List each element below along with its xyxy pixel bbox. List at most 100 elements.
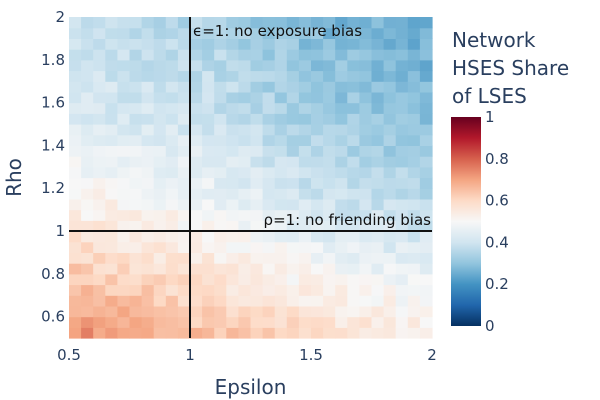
heatmap-cell [311, 220, 324, 232]
heatmap-cell [419, 220, 433, 232]
heatmap-cell [419, 156, 433, 168]
heatmap-cell [274, 156, 288, 168]
heatmap-cell [117, 17, 131, 29]
heatmap-cell [347, 166, 360, 179]
heatmap-cell [69, 113, 82, 125]
heatmap-cell [250, 49, 264, 61]
heatmap-cell [129, 156, 143, 168]
heatmap-cell [359, 134, 373, 146]
heatmap-cell [395, 273, 409, 286]
heatmap-cell [395, 284, 409, 296]
y-axis-ticks: 0.6 0.8 1 1.2 1.4 1.6 1.8 2 [41, 8, 65, 326]
x-tick-label: 0.5 [57, 346, 81, 364]
heatmap-cell [226, 198, 239, 211]
heatmap-cell [129, 284, 143, 296]
heatmap-cell [214, 198, 227, 211]
heatmap-cell [419, 263, 433, 275]
heatmap-cell [105, 17, 118, 29]
heatmap-cell [298, 145, 312, 157]
heatmap-cell [262, 81, 276, 93]
heatmap-cell [81, 134, 94, 146]
heatmap-cell [141, 102, 155, 114]
heatmap-cell [371, 113, 385, 125]
heatmap-cell [165, 263, 179, 275]
heatmap-cell [153, 145, 167, 157]
heatmap-cell [347, 295, 360, 307]
heatmap-cell [226, 38, 239, 50]
heatmap-cell [177, 316, 191, 328]
heatmap-cell [105, 134, 118, 146]
heatmap-cell [69, 188, 82, 200]
heatmap-cell [69, 59, 82, 72]
exposure-bias-annotation: ϵ=1: no exposure bias [193, 22, 362, 40]
heatmap-cell [323, 49, 336, 61]
heatmap-cell [274, 49, 288, 61]
heatmap-cell [81, 188, 94, 200]
heatmap-cell [311, 295, 324, 307]
heatmap-cell [165, 91, 179, 104]
heatmap-cell [165, 231, 179, 243]
heatmap-cell [274, 327, 288, 339]
heatmap-cell [286, 124, 300, 136]
heatmap-cell [202, 305, 215, 318]
heatmap-cell [202, 220, 215, 232]
heatmap-cell [105, 316, 118, 328]
heatmap-cell [286, 198, 300, 211]
heatmap-cell [129, 220, 143, 232]
heatmap-cell [395, 220, 409, 232]
heatmap-cell [250, 166, 264, 179]
heatmap-cell [226, 145, 239, 157]
heatmap-cell [250, 209, 264, 221]
heatmap-cell [81, 305, 94, 318]
heatmap-cell [311, 59, 324, 72]
heatmap-cell [250, 231, 264, 243]
heatmap-cell [298, 81, 312, 93]
heatmap-cell [202, 145, 215, 157]
heatmap-cell [383, 327, 397, 339]
heatmap-cell [359, 166, 373, 179]
heatmap-cell [335, 188, 348, 200]
heatmap-cell [81, 38, 94, 50]
heatmap-cell [117, 166, 131, 179]
heatmap-cell [371, 49, 385, 61]
heatmap-cell [202, 188, 215, 200]
heatmap-cell [69, 49, 82, 61]
heatmap-cell [177, 241, 191, 253]
heatmap-cell [298, 134, 312, 146]
heatmap-cell [117, 134, 131, 146]
heatmap-cell [93, 38, 106, 50]
heatmap-cell [141, 59, 155, 72]
heatmap-cell [383, 91, 397, 104]
heatmap-cell [359, 145, 373, 157]
colorbar-tick-label: 0.6 [485, 192, 509, 210]
heatmap-cell [190, 17, 203, 29]
heatmap-cell [81, 295, 94, 307]
heatmap-cell [286, 252, 300, 264]
heatmap-cell [371, 70, 385, 82]
heatmap-cell [226, 59, 239, 72]
heatmap-cell [226, 295, 239, 307]
heatmap-cell [129, 113, 143, 125]
heatmap-cell [383, 231, 397, 243]
heatmap-cell [153, 231, 167, 243]
heatmap-cell [153, 305, 167, 318]
heatmap-cell [202, 81, 215, 93]
heatmap-cell [311, 156, 324, 168]
heatmap-cell [347, 263, 360, 275]
heatmap-cell [165, 198, 179, 211]
heatmap-cell [311, 188, 324, 200]
heatmap-cell [359, 177, 373, 189]
heatmap-cell [238, 252, 252, 264]
heatmap-cell [323, 113, 336, 125]
heatmap-cell [298, 188, 312, 200]
heatmap-cell [419, 134, 433, 146]
heatmap-cell [190, 102, 203, 114]
heatmap-cell [286, 27, 300, 39]
heatmap-cell [347, 27, 360, 39]
heatmap-cell [286, 177, 300, 189]
heatmap-cell [69, 166, 82, 179]
heatmap-cell [335, 134, 348, 146]
heatmap-cell [153, 327, 167, 339]
heatmap-cell [177, 284, 191, 296]
heatmap-cell [262, 177, 276, 189]
